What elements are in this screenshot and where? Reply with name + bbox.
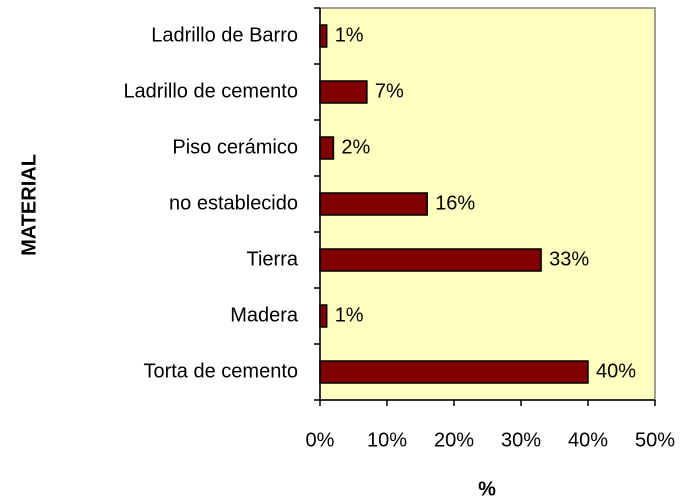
bar bbox=[319, 360, 589, 384]
value-label: 1% bbox=[335, 24, 364, 46]
x-axis-title: % bbox=[478, 478, 496, 500]
x-tick-label: 20% bbox=[434, 429, 474, 451]
value-label: 16% bbox=[435, 192, 475, 214]
bar bbox=[319, 136, 335, 160]
y-axis-title: MATERIAL bbox=[18, 154, 40, 256]
y-tick-label: Piso cerámico bbox=[172, 136, 298, 158]
x-tick-label: 30% bbox=[501, 429, 541, 451]
x-tick-label: 10% bbox=[367, 429, 407, 451]
bar bbox=[319, 24, 328, 48]
value-label: 1% bbox=[335, 304, 364, 326]
value-label: 33% bbox=[549, 248, 589, 270]
y-tick-label: Tierra bbox=[247, 248, 299, 270]
x-tick-label: 40% bbox=[568, 429, 608, 451]
x-tick-label: 0% bbox=[306, 429, 335, 451]
y-tick-label: Torta de cemento bbox=[143, 360, 298, 382]
y-tick-label: no establecido bbox=[169, 192, 298, 214]
y-tick-label: Ladrillo de Barro bbox=[151, 24, 298, 46]
bar bbox=[319, 80, 368, 104]
bar bbox=[319, 192, 428, 216]
x-tick-label: 50% bbox=[635, 429, 675, 451]
y-tick-label: Ladrillo de cemento bbox=[123, 80, 298, 102]
bar bbox=[319, 248, 542, 272]
y-tick-label: Madera bbox=[230, 304, 299, 326]
bar bbox=[319, 304, 328, 328]
value-label: 40% bbox=[596, 360, 636, 382]
value-label: 7% bbox=[375, 80, 404, 102]
value-label: 2% bbox=[341, 136, 370, 158]
